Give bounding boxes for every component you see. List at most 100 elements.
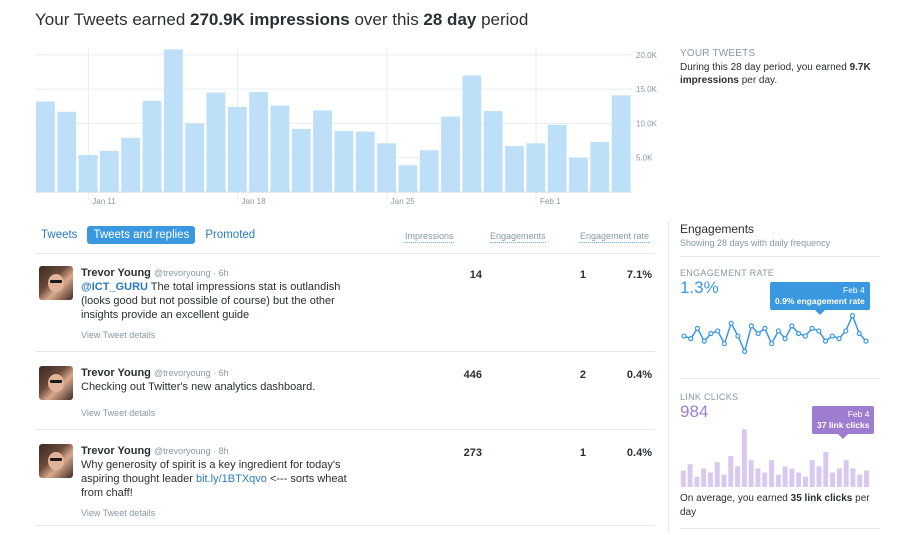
tweet-row[interactable]: Trevor Young @trevoryoung · 6h Checking … <box>35 366 655 430</box>
link-clicks-bar <box>775 474 781 487</box>
page-headline: Your Tweets earned 270.9K impressions ov… <box>35 10 528 30</box>
link-clicks-bar <box>714 462 720 487</box>
link-clicks-bar <box>830 472 836 487</box>
link-clicks-bar <box>836 468 842 487</box>
link-clicks-bar <box>782 466 788 487</box>
link-clicks-bar <box>864 470 869 487</box>
engagement-rate-point <box>694 325 701 331</box>
impressions-bar <box>291 128 311 192</box>
engagement-rate-line-chart <box>681 313 869 354</box>
link-clicks-bar <box>809 460 815 487</box>
link-clicks-bar <box>741 429 747 487</box>
tweet-engagements: 2 <box>579 369 586 381</box>
tweet-url-link[interactable]: bit.ly/1BTXqvo <box>195 473 267 485</box>
link-clicks-bar <box>680 470 686 487</box>
tab-tweets-and-replies[interactable]: Tweets and replies <box>87 226 196 244</box>
tweet-engagement-rate: 7.1% <box>626 269 652 281</box>
impressions-bar <box>505 146 524 192</box>
link-clicks-bar <box>850 468 856 487</box>
engagement-rate-point <box>802 333 808 339</box>
engagements-title: Engagements <box>680 222 755 236</box>
impressions-bar <box>142 100 162 192</box>
tweet-engagement-rate: 0.4% <box>626 447 652 459</box>
engagement-rate-tooltip: Feb 4 0.9% engagement rate <box>770 282 870 315</box>
engagement-rate-point <box>715 328 721 334</box>
impressions-bar <box>590 141 610 192</box>
impressions-bar <box>185 123 205 192</box>
link-clicks-bar <box>802 476 808 487</box>
avatar <box>39 266 73 300</box>
link-clicks-bar <box>769 460 774 487</box>
impressions-bar <box>569 157 588 192</box>
x-tick-label: Jan 18 <box>242 197 267 206</box>
tweet-row[interactable]: Trevor Young @trevoryoung · 8h Why gener… <box>35 444 655 526</box>
tab-tweets[interactable]: Tweets <box>41 229 78 241</box>
tweet-row[interactable]: Trevor Young @trevoryoung · 6h @ICT_GURU… <box>35 266 655 352</box>
link-clicks-bar <box>701 468 707 487</box>
impressions-bar <box>611 95 631 192</box>
tweet-handle: @trevoryoung · 8h <box>153 446 229 456</box>
engagement-rate-point <box>748 323 755 329</box>
tabs-divider <box>35 253 655 254</box>
col-engagement-rate[interactable]: Engagement rate <box>580 231 650 243</box>
tooltip-date: Feb 4 <box>843 285 865 295</box>
your-tweets-value: 9.7K impressions <box>680 62 871 86</box>
avatar <box>39 366 73 400</box>
engagement-rate-point <box>735 333 741 339</box>
view-tweet-details-link[interactable]: View Tweet details <box>81 508 156 518</box>
impressions-bar-chart: 20.0K 15.0K 10.0K 5.0K Jan 11 Jan 18 Jan 25 Feb… <box>35 48 658 206</box>
your-tweets-label: YOUR TWEETS <box>680 48 756 59</box>
avg-suffix: per day <box>680 493 870 518</box>
impressions-bar <box>313 110 332 192</box>
impressions-bar <box>334 130 354 192</box>
tweet-impressions: 446 <box>463 369 482 381</box>
tweet-body: Trevor Young @trevoryoung · 8h Why gener… <box>81 444 371 520</box>
tweet-author: Trevor Young <box>81 267 151 279</box>
engagement-rate-point <box>795 330 802 337</box>
y-tick-label: 20.0K <box>636 51 658 60</box>
impressions-bar <box>36 101 55 192</box>
engagement-rate-point <box>822 338 829 344</box>
link-clicks-bar <box>857 474 863 487</box>
link-clicks-average: On average, you earned 35 link clicks pe… <box>680 492 880 520</box>
your-tweets-suffix: per day. <box>738 75 778 86</box>
impressions-bar <box>78 154 98 192</box>
link-clicks-bar <box>735 466 741 487</box>
tweet-engagements: 1 <box>579 269 586 281</box>
headline-middle: over this <box>349 10 424 29</box>
engagement-rate-value: 1.3% <box>680 278 719 297</box>
link-clicks-bar <box>707 472 713 487</box>
your-tweets-summary: YOUR TWEETS During this 28 day period, y… <box>680 47 880 87</box>
col-engagements[interactable]: Engagements <box>490 231 546 243</box>
engagement-rate-point <box>849 313 856 319</box>
view-tweet-details-link[interactable]: View Tweet details <box>81 330 156 340</box>
link-clicks-bar <box>748 460 754 487</box>
engagement-rate-line <box>683 313 867 354</box>
impressions-bar <box>57 111 77 192</box>
x-tick-label: Feb 1 <box>540 197 561 206</box>
tweet-author: Trevor Young <box>81 445 151 457</box>
impressions-bar <box>227 106 247 192</box>
engagements-subtitle: Showing 28 days with daily frequency <box>680 238 831 248</box>
tweet-engagements: 1 <box>579 447 586 459</box>
tab-promoted[interactable]: Promoted <box>205 229 256 241</box>
x-tick-label: Jan 11 <box>92 197 116 206</box>
divider <box>680 378 880 379</box>
engagement-rate-point <box>775 328 781 334</box>
tweet-handle: @trevoryoung · 6h <box>153 268 229 278</box>
impressions-bar <box>249 91 269 192</box>
tweet-mention-link[interactable]: @ICT_GURU <box>81 281 148 293</box>
engagement-rate-point <box>863 338 869 344</box>
col-impressions[interactable]: Impressions <box>405 231 454 243</box>
divider <box>680 256 880 257</box>
engagement-rate-point <box>782 335 788 342</box>
y-tick-label: 5.0K <box>636 154 653 163</box>
engagement-rate-point <box>721 341 728 347</box>
link-clicks-tooltip: Feb 4 37 link clicks <box>812 406 875 439</box>
view-tweet-details-link[interactable]: View Tweet details <box>81 408 156 418</box>
tweet-text: Why generosity of spirit is a key ingred… <box>81 459 341 485</box>
link-clicks-bar <box>694 476 700 487</box>
impressions-bar <box>462 75 482 192</box>
engagement-rate-point <box>816 328 822 334</box>
link-clicks-bar <box>823 451 829 487</box>
